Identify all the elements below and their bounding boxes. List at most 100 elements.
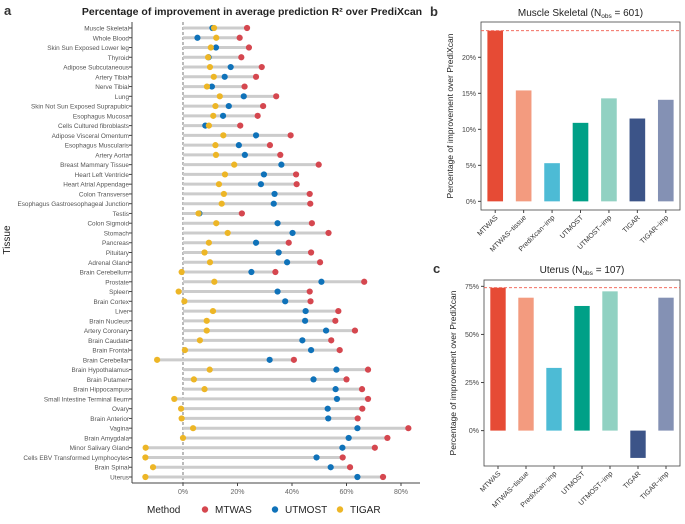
dot-utmost [302,307,309,315]
dot-tigar [201,386,208,393]
tissue-label: Spleen [109,289,129,296]
dot-utmost [252,132,260,139]
x-tick-label: 40% [285,489,299,496]
dot-tigar [205,122,212,129]
dot-mtwas [336,347,343,354]
dot-mtwas [285,239,292,246]
dot-mtwas [364,395,372,403]
bar-mtwas-tissue [515,90,532,202]
bar-utmost [572,122,589,202]
x-tick-label: TIGAR−imp [639,470,670,501]
dot-tigar [181,298,188,305]
dot-mtwas [371,444,378,451]
bar-predixcan-imp [544,163,560,202]
dot-mtwas [238,54,245,61]
tissue-label: Whole Blood [93,35,130,42]
dot-mtwas [359,405,366,412]
dot-mtwas [335,307,342,315]
tissue-label: Brain Anterior [90,416,130,423]
tissue-label: Small Intestine Terminal Ileum [44,396,129,403]
dot-tigar [203,327,210,334]
tissue-label: Cells EBV Transformed Lymphocytes [23,455,129,462]
dot-utmost [332,386,339,393]
dot-tigar [220,132,227,139]
dot-tigar [178,268,185,276]
dot-tigar [196,337,203,344]
dot-mtwas [384,434,391,442]
bar-mtwas [487,30,504,202]
dot-utmost [283,259,291,266]
dot-tigar [213,34,220,41]
dot-mtwas [308,220,315,227]
dot-tigar [178,415,185,422]
tissue-label: Artery Coronary [84,328,130,335]
tissue-label: Testis [113,211,129,218]
tissue-label: Prostate [105,279,129,286]
y-tick-label: 0% [466,199,476,206]
bar-mtwas-tissue [518,297,534,431]
dot-utmost [227,63,234,71]
dot-tigar [215,181,223,188]
tissue-label: Brain Spinal [95,465,129,472]
tissue-label: Thyroid [108,55,130,62]
bar-tigar-imp [657,99,674,202]
dot-tigar [221,171,229,178]
tissue-label: Lung [115,94,130,101]
panel-label-b: b [430,4,438,19]
legend-marker-utmost [271,506,279,513]
tissue-label: Heart Atrial Appendage [63,182,129,189]
dot-utmost [260,171,268,178]
dot-tigar [216,93,223,100]
y-tick-label: 10% [462,127,476,134]
dot-tigar [189,425,197,432]
tissue-label: Breast Mammary Tissue [60,162,129,169]
bar-utmost [574,305,590,431]
tissue-label: Stomach [104,230,130,237]
bar-tigar [630,430,646,458]
dot-mtwas [266,142,274,149]
dot-utmost [307,347,315,354]
dot-mtwas [245,44,253,51]
title-subscript: obs [601,13,612,20]
title-end: = 601) [612,8,643,19]
dot-utmost [310,376,317,383]
tissue-label: Muscle Skeletal [84,26,129,33]
dot-utmost [225,102,232,110]
dot-mtwas [307,298,314,305]
dot-mtwas [358,386,366,393]
tissue-label: Brain Hippocampus [73,387,129,394]
dot-mtwas [361,278,368,285]
dot-utmost [354,425,361,432]
dot-utmost [322,327,330,334]
dot-mtwas [236,34,243,41]
bar-utmost-imp [602,291,618,431]
tissue-label: Uterus [110,475,129,482]
dot-utmost [240,93,247,100]
y-tick-label: 15% [462,91,476,98]
tissue-label: Brain Cortex [93,299,129,306]
tissue-label: Brain Cerebellar [83,357,130,364]
dot-tigar [177,405,185,412]
dot-utmost [345,434,352,442]
dot-tigar [224,229,231,237]
dot-utmost [301,317,309,324]
dot-mtwas [364,366,372,373]
dot-utmost [212,44,220,51]
x-tick-label: TIGAR−imp [639,214,670,245]
dot-utmost [289,229,296,237]
y-tick-label: 75% [465,284,479,291]
tissue-label: Pituitary [106,250,130,257]
title-end: = 107) [593,265,624,276]
dot-utmost [271,190,278,198]
dot-mtwas [306,190,313,198]
tissue-label: Colon Sigmoid [87,221,129,228]
dot-mtwas [287,132,294,139]
legend-label-utmost: UTMOST [285,505,327,516]
dot-mtwas [332,317,339,324]
tissue-label: Liver [115,309,130,316]
dot-tigar [142,444,149,451]
x-tick-label: UTMOST [561,470,587,496]
dot-utmost [327,464,334,471]
tissue-label: Brain Hypothalamus [71,367,129,374]
